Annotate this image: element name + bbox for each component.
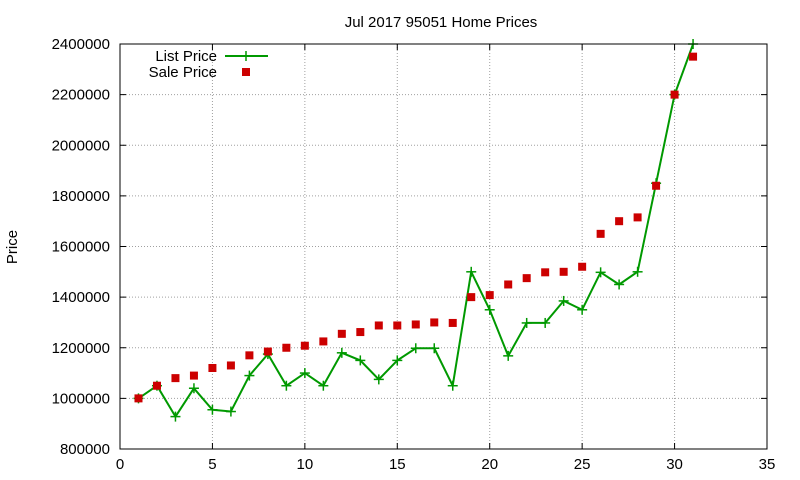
y-tick-label: 2000000	[52, 137, 110, 154]
sale-price-point	[670, 90, 679, 99]
sale-price-point	[411, 320, 420, 329]
x-tick-label: 25	[574, 456, 591, 473]
list-price-point	[207, 404, 218, 415]
legend-label-list-price: List Price	[155, 48, 217, 65]
x-tick-label: 20	[481, 456, 498, 473]
ticks: 0 5 10 15 20 25 30 35 800000 1000000 1200000 140000…	[52, 36, 776, 473]
sale-price-point	[522, 274, 531, 283]
series	[133, 39, 699, 422]
sale-price-point	[559, 267, 568, 276]
y-tick-label: 1600000	[52, 239, 110, 256]
list-price-point	[318, 380, 329, 391]
sale-price-point	[300, 341, 309, 350]
sale-price-point	[615, 217, 624, 226]
legend-label-sale-price: Sale Price	[149, 64, 217, 81]
sale-price-point	[504, 280, 513, 289]
y-tick-label: 2400000	[52, 36, 110, 53]
series-line-list-price	[137, 43, 695, 419]
list-price-point	[410, 343, 421, 354]
sale-price-point	[430, 318, 439, 327]
list-price-point	[336, 347, 347, 358]
sale-price-point	[337, 329, 346, 338]
list-price-point	[632, 266, 643, 277]
sale-price-point	[189, 371, 198, 380]
sale-price-point	[467, 293, 476, 302]
y-tick-label: 800000	[60, 441, 110, 458]
legend-marker-list-price	[241, 51, 251, 61]
sale-price-point	[319, 337, 328, 346]
sale-price-point	[485, 291, 494, 300]
list-price-point	[429, 343, 440, 354]
sale-price-point	[596, 229, 605, 238]
list-price-point	[170, 411, 181, 422]
x-tick-label: 35	[759, 456, 776, 473]
list-price-point	[540, 317, 551, 328]
list-price-point	[225, 406, 236, 417]
list-price-point	[466, 266, 477, 277]
sale-price-point	[171, 374, 180, 383]
sale-price-point	[356, 328, 365, 337]
sale-price-point	[393, 321, 402, 330]
sale-price-point	[689, 52, 698, 61]
sale-price-point	[652, 181, 661, 190]
x-tick-label: 10	[297, 456, 314, 473]
x-tick-label: 30	[666, 456, 683, 473]
sale-price-point	[134, 394, 143, 403]
sale-price-point	[208, 364, 217, 372]
list-price-point	[503, 350, 514, 361]
list-price-point	[614, 279, 625, 290]
y-tick-label: 1000000	[52, 390, 110, 407]
list-price-point	[244, 370, 255, 381]
y-axis-label: Price	[4, 230, 21, 264]
y-tick-label: 1400000	[52, 289, 110, 306]
sale-price-point	[152, 381, 161, 390]
sale-price-point	[448, 318, 457, 327]
list-price-point	[558, 295, 569, 306]
x-tick-label: 5	[208, 456, 216, 473]
list-price-point	[392, 355, 403, 366]
sale-price-point	[282, 343, 291, 352]
y-tick-label: 1200000	[52, 340, 110, 357]
list-price-point	[299, 368, 310, 379]
list-price-point	[484, 304, 495, 315]
legend: List Price Sale Price	[149, 48, 268, 81]
list-price-point	[373, 374, 384, 385]
sale-price-point	[541, 268, 550, 277]
sale-price-point	[633, 213, 642, 222]
list-price-point	[355, 355, 366, 366]
list-price-point	[447, 380, 458, 391]
grid	[120, 44, 767, 449]
sale-price-point	[374, 321, 383, 330]
y-tick-label: 2200000	[52, 87, 110, 104]
chart-title: Jul 2017 95051 Home Prices	[345, 14, 538, 31]
sale-price-point	[263, 347, 272, 356]
list-price-point	[188, 383, 199, 394]
plot-frame	[119, 43, 768, 450]
sale-price-point	[226, 361, 235, 370]
x-tick-label: 15	[389, 456, 406, 473]
legend-marker-sale-price	[242, 68, 250, 76]
sale-price-point	[245, 351, 254, 360]
list-price-point	[281, 380, 292, 391]
sale-price-point	[578, 262, 587, 271]
list-price-point	[577, 304, 588, 315]
list-price-point	[595, 267, 606, 278]
x-tick-label: 0	[116, 456, 124, 473]
list-price-point	[521, 317, 532, 328]
y-tick-label: 1800000	[52, 188, 110, 205]
